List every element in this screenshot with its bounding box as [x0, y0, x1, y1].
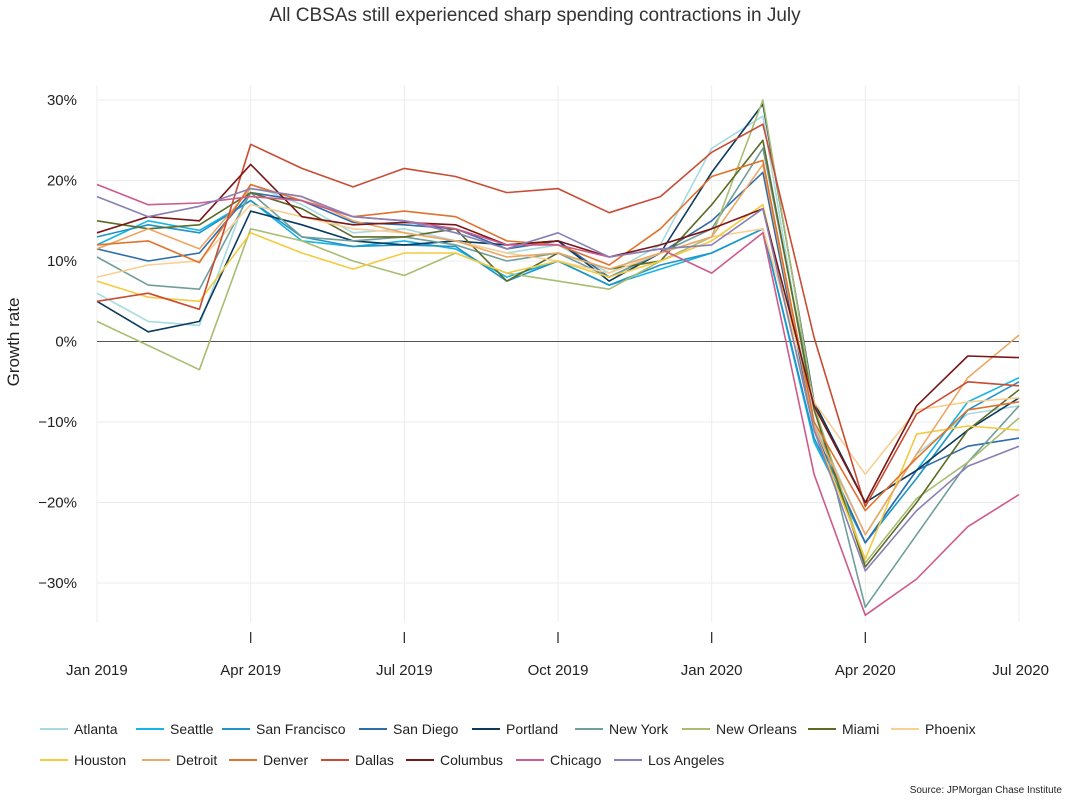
y-tick-label: −10%: [38, 414, 77, 431]
x-tick-label: Jan 2019: [66, 662, 128, 679]
legend: Atlanta Seattle San Francisco San Diego Port…: [40, 721, 976, 768]
series-line-columbus: [96, 163, 1020, 504]
x-tick-label: Oct 2019: [528, 662, 589, 679]
legend-label-new-orleans: New Orleans: [716, 721, 797, 737]
y-tick-label: −20%: [38, 495, 77, 512]
x-tick-label: Jul 2020: [992, 662, 1049, 679]
y-tick-label: 20%: [47, 173, 77, 190]
x-tick-label: Apr 2020: [835, 662, 896, 679]
x-tick-label: Apr 2019: [220, 662, 281, 679]
legend-label-denver: Denver: [263, 752, 308, 768]
legend-label-dallas: Dallas: [355, 752, 394, 768]
y-axis-label: Growth rate: [4, 298, 23, 387]
series-line-chicago: [96, 183, 1020, 617]
legend-label-atlanta: Atlanta: [74, 721, 118, 737]
grid: [96, 85, 1020, 622]
y-tick-label: 10%: [47, 253, 77, 270]
series-lines: [96, 99, 1020, 617]
source-note: Source: JPMorgan Chase Institute: [910, 785, 1063, 796]
legend-label-chicago: Chicago: [550, 752, 602, 768]
legend-label-seattle: Seattle: [170, 721, 214, 737]
series-line-houston: [96, 203, 1020, 560]
legend-label-houston: Houston: [74, 752, 126, 768]
series-line-new-orleans: [96, 99, 1020, 564]
legend-label-san-diego: San Diego: [393, 721, 459, 737]
legend-label-san-francisco: San Francisco: [256, 721, 346, 737]
chart-title: All CBSAs still experienced sharp spendi…: [269, 5, 801, 26]
y-tick-label: 0%: [55, 334, 77, 351]
legend-label-los-angeles: Los Angeles: [648, 752, 724, 768]
legend-label-portland: Portland: [506, 721, 558, 737]
legend-label-phoenix: Phoenix: [925, 721, 976, 737]
x-axis: Jan 2019 Apr 2019 Jul 2019 Oct 2019 Jan 2020…: [66, 632, 1049, 679]
y-tick-label: 30%: [47, 92, 77, 109]
y-axis: 30% 20% 10% 0% −10% −20% −30%: [38, 92, 77, 592]
x-tick-label: Jan 2020: [681, 662, 743, 679]
series-line-los-angeles: [96, 187, 1020, 572]
series-line-dallas: [96, 123, 1020, 508]
legend-label-detroit: Detroit: [176, 752, 217, 768]
legend-label-new-york: New York: [609, 721, 669, 737]
legend-label-miami: Miami: [842, 721, 879, 737]
y-tick-label: −30%: [38, 575, 77, 592]
legend-label-columbus: Columbus: [440, 752, 503, 768]
x-tick-label: Jul 2019: [376, 662, 433, 679]
